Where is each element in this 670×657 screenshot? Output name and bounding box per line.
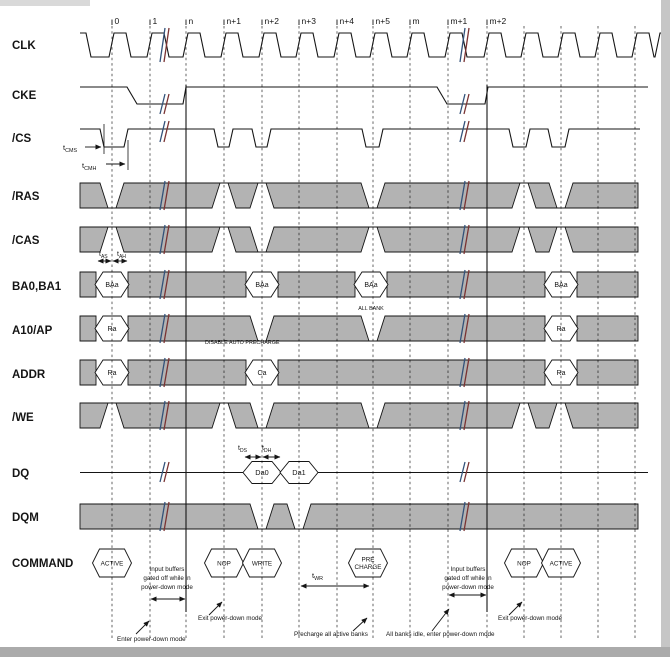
tick-label: m+2 [490, 16, 507, 26]
hex-ba-BAa: BAa [353, 271, 389, 298]
tick-label: n+2 [265, 16, 280, 26]
tick-label: n+5 [376, 16, 391, 26]
page-edge-bottom [0, 647, 670, 657]
annotation-text: tCMH [82, 161, 96, 172]
tick-label: 0 [115, 16, 120, 26]
tick-label: m [413, 16, 420, 26]
signal-row-dq: DQ Da0 Da1 [12, 461, 648, 484]
annotation-arrow [352, 617, 368, 632]
tick-label: n+1 [227, 16, 242, 26]
signal-row-a10: A10/AP Ra Ra [12, 315, 639, 342]
signal-label-ras: /RAS [12, 191, 40, 203]
svg-text:BAa: BAa [364, 282, 377, 289]
svg-text:BAa: BAa [255, 282, 268, 289]
hex-ba-BAa: BAa [94, 271, 130, 298]
signal-label-a10: A10/AP [12, 325, 53, 337]
signal-row-cs: /CS [12, 128, 640, 148]
svg-text:Ca: Ca [258, 370, 267, 377]
svg-text:BAa: BAa [105, 282, 118, 289]
tick-label: n+4 [340, 16, 355, 26]
signal-row-ba: BA0,BA1 BAa BAa BAa BAa [12, 271, 639, 298]
signal-row-ras: /RAS [12, 182, 639, 209]
signal-row-clk: CLK [12, 32, 663, 58]
svg-text:CHARGE: CHARGE [355, 564, 382, 571]
annotation-arrows [85, 144, 523, 635]
signal-label-clk: CLK [12, 40, 36, 52]
signal-row-cke: CKE [12, 86, 648, 105]
page-corner-topleft [0, 0, 90, 6]
signal-row-cas: /CAS [12, 226, 639, 253]
annotation-text: All banks idle, enter power-down mode [386, 631, 495, 638]
page-edge-right [661, 0, 670, 657]
annotation-text: DISABLE AUTO PRECHARGE [205, 340, 280, 346]
annotation-text: power-down mode [442, 584, 494, 591]
svg-text:Ra: Ra [108, 370, 117, 377]
signal-label-dq: DQ [12, 468, 29, 480]
hex-ba-BAa: BAa [244, 271, 280, 298]
signal-label-ba: BA0,BA1 [12, 281, 62, 293]
annotation-text: Exit power-down mode [498, 615, 563, 622]
annotation-text: tAH [117, 251, 126, 260]
annotation-text: Input buffers [451, 566, 486, 573]
annotation-texts: tCMS tCMH tAS tAH ALL BANK DISABLE AUTO PRECH… [63, 143, 563, 643]
signal-label-command: COMMAND [12, 558, 73, 570]
annotation-text: gated off while in [143, 575, 191, 582]
annotation-text: tDS [238, 445, 248, 454]
svg-text:PRE: PRE [362, 556, 375, 563]
annotation-text: gated off while in [444, 575, 492, 582]
signal-label-cke: CKE [12, 90, 37, 102]
annotation-text: tDH [262, 445, 272, 454]
signal-row-addr: ADDR Ra Ca Ra [12, 359, 639, 386]
annotation-arrow [135, 620, 150, 635]
signal-row-we: /WE [12, 402, 639, 429]
annotation-text: Input buffers [150, 566, 185, 573]
annotation-text: Precharge all active banks [294, 631, 368, 638]
annotation-arrow [208, 601, 223, 616]
annotation-text: tWR [312, 571, 323, 582]
tick-label: 1 [153, 16, 158, 26]
signal-label-addr: ADDR [12, 369, 46, 381]
annotation-text: tCMS [63, 143, 77, 154]
cycle-ticks: 0 1 n n+1 n+2 n+3 n+4 n+5 m m+1 m+2 [111, 16, 636, 640]
command-hex-pre-charge: PRECHARGE [347, 548, 389, 578]
tick-label: n+3 [302, 16, 317, 26]
annotation-text: tAS [99, 251, 108, 260]
annotation-text: power-down mode [141, 584, 193, 591]
annotation-text: ALL BANK [358, 306, 384, 312]
signal-row-dqm: DQM [12, 503, 639, 530]
signal-label-dqm: DQM [12, 512, 39, 524]
hex-ba-BAa: BAa [543, 271, 579, 298]
annotation-text: Enter power-down mode [117, 636, 186, 643]
svg-text:Ra: Ra [557, 370, 566, 377]
tick-label: m+1 [451, 16, 468, 26]
tick-label: n [189, 16, 194, 26]
annotation-arrow [508, 601, 523, 616]
signal-label-cas: /CAS [12, 235, 40, 247]
annotation-text: Exit power-down mode [198, 615, 263, 622]
signal-label-we: /WE [12, 412, 34, 424]
break-marks [159, 27, 470, 532]
svg-text:BAa: BAa [554, 282, 567, 289]
signal-label-cs: /CS [12, 133, 32, 145]
annotation-arrow [431, 608, 450, 632]
